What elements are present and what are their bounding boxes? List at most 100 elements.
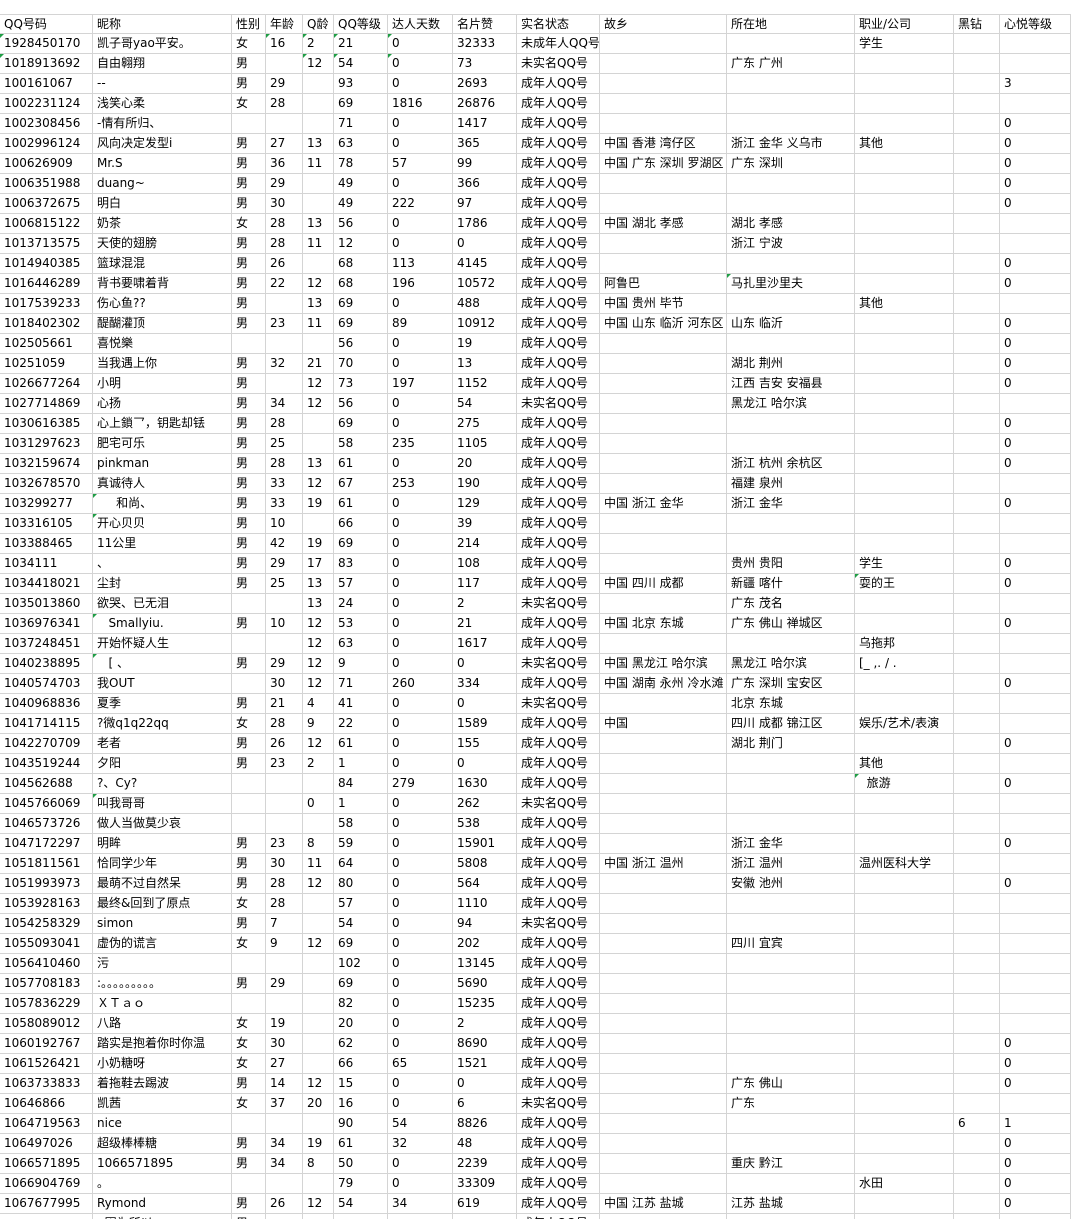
cell-daren[interactable]: 0 (388, 694, 453, 714)
cell-status[interactable]: 成年人QQ号 (517, 114, 600, 134)
cell-location[interactable] (727, 634, 855, 654)
cell-diamond[interactable] (954, 1094, 1000, 1114)
cell-hometown[interactable] (600, 354, 727, 374)
cell-location[interactable]: 广东 佛山 (727, 1074, 855, 1094)
cell-sex[interactable]: 男 (232, 394, 266, 414)
cell-location[interactable] (727, 1014, 855, 1034)
cell-qage[interactable]: 12 (303, 734, 334, 754)
cell-level[interactable]: 54 (334, 54, 388, 74)
cell-diamond[interactable] (954, 974, 1000, 994)
cell-job[interactable] (855, 154, 954, 174)
cell-xinyue[interactable] (1000, 954, 1071, 974)
cell-xinyue[interactable]: 0 (1000, 614, 1071, 634)
cell-qq[interactable]: 1040238895 (0, 654, 93, 674)
cell-level[interactable]: 73 (334, 374, 388, 394)
cell-diamond[interactable] (954, 814, 1000, 834)
cell-nick[interactable]: 。 (93, 1174, 232, 1194)
cell-daren[interactable]: 0 (388, 874, 453, 894)
cell-daren[interactable]: 0 (388, 894, 453, 914)
cell-status[interactable]: 成年人QQ号 (517, 1014, 600, 1034)
cell-nick[interactable]: 污 (93, 954, 232, 974)
cell-location[interactable]: 安徽 池州 (727, 874, 855, 894)
cell-hometown[interactable] (600, 954, 727, 974)
cell-age[interactable]: 28 (266, 234, 303, 254)
cell-diamond[interactable] (954, 634, 1000, 654)
cell-xinyue[interactable]: 0 (1000, 1194, 1071, 1214)
cell-qage[interactable] (303, 194, 334, 214)
cell-hometown[interactable]: 中国 四川 成都 (600, 574, 727, 594)
cell-sex[interactable] (232, 954, 266, 974)
cell-qq[interactable]: 1928450170 (0, 34, 93, 54)
cell-sex[interactable] (232, 814, 266, 834)
cell-nick[interactable]: 喜悦樂 (93, 334, 232, 354)
cell-sex[interactable]: 男 (232, 834, 266, 854)
cell-diamond[interactable] (954, 954, 1000, 974)
cell-level[interactable]: 9 (334, 654, 388, 674)
cell-hometown[interactable] (600, 1094, 727, 1114)
cell-job[interactable] (855, 1134, 954, 1154)
cell-sex[interactable]: 男 (232, 1134, 266, 1154)
cell-nick[interactable]: 奶茶 (93, 214, 232, 234)
cell-diamond[interactable] (954, 174, 1000, 194)
cell-age[interactable]: 28 (266, 214, 303, 234)
cell-status[interactable]: 成年人QQ号 (517, 634, 600, 654)
cell-level[interactable]: 15 (334, 1074, 388, 1094)
cell-qage[interactable]: 19 (303, 1134, 334, 1154)
cell-sex[interactable]: 男 (232, 154, 266, 174)
cell-qage[interactable] (303, 774, 334, 794)
cell-hometown[interactable] (600, 474, 727, 494)
cell-daren[interactable]: 0 (388, 514, 453, 534)
cell-daren[interactable]: 0 (388, 394, 453, 414)
cell-status[interactable]: 成年人QQ号 (517, 614, 600, 634)
cell-location[interactable] (727, 174, 855, 194)
cell-job[interactable] (855, 874, 954, 894)
cell-likes[interactable]: 2693 (453, 74, 517, 94)
cell-level[interactable]: 70 (334, 354, 388, 374)
cell-level[interactable]: 21 (334, 34, 388, 54)
cell-nick[interactable]: ?微q1q22qq (93, 714, 232, 734)
cell-age[interactable]: 30 (266, 854, 303, 874)
cell-diamond[interactable] (954, 534, 1000, 554)
cell-likes[interactable]: 33309 (453, 1174, 517, 1194)
cell-diamond[interactable] (954, 514, 1000, 534)
cell-age[interactable]: 28 (266, 874, 303, 894)
cell-location[interactable] (727, 94, 855, 114)
cell-nick[interactable]: 因为所以 (93, 1214, 232, 1219)
cell-hometown[interactable] (600, 374, 727, 394)
cell-qq[interactable]: 1016446289 (0, 274, 93, 294)
cell-qage[interactable]: 12 (303, 1194, 334, 1214)
cell-hometown[interactable]: 中国 黑龙江 哈尔滨 (600, 654, 727, 674)
cell-level[interactable]: 63 (334, 134, 388, 154)
cell-nick[interactable]: 背书要啸着背 (93, 274, 232, 294)
cell-sex[interactable]: 男 (232, 1074, 266, 1094)
cell-diamond[interactable] (954, 1174, 1000, 1194)
cell-age[interactable]: 7 (266, 914, 303, 934)
cell-age[interactable]: 30 (266, 1034, 303, 1054)
cell-level[interactable]: 61 (334, 494, 388, 514)
cell-sex[interactable]: 男 (232, 434, 266, 454)
cell-hometown[interactable] (600, 754, 727, 774)
cell-nick[interactable]: 和尚、 (93, 494, 232, 514)
cell-hometown[interactable] (600, 534, 727, 554)
cell-xinyue[interactable] (1000, 294, 1071, 314)
cell-qq[interactable]: 1053928163 (0, 894, 93, 914)
cell-level[interactable]: 56 (334, 214, 388, 234)
cell-xinyue[interactable] (1000, 974, 1071, 994)
cell-location[interactable]: 四川 成都 锦江区 (727, 714, 855, 734)
cell-location[interactable]: 马扎里沙里夫 (727, 274, 855, 294)
cell-age[interactable]: 28 (266, 894, 303, 914)
cell-level[interactable]: 49 (334, 194, 388, 214)
cell-level[interactable]: 16 (334, 1094, 388, 1114)
cell-level[interactable]: 83 (334, 554, 388, 574)
cell-xinyue[interactable] (1000, 794, 1071, 814)
cell-age[interactable]: 26 (266, 734, 303, 754)
cell-likes[interactable]: 334 (453, 674, 517, 694)
cell-xinyue[interactable]: 0 (1000, 1034, 1071, 1054)
cell-sex[interactable]: 男 (232, 574, 266, 594)
cell-job[interactable] (855, 234, 954, 254)
column-header-nick[interactable]: 昵称 (93, 15, 232, 34)
cell-level[interactable]: 54 (334, 1194, 388, 1214)
cell-xinyue[interactable]: 0 (1000, 454, 1071, 474)
cell-qage[interactable] (303, 94, 334, 114)
cell-qq[interactable]: 1032678570 (0, 474, 93, 494)
